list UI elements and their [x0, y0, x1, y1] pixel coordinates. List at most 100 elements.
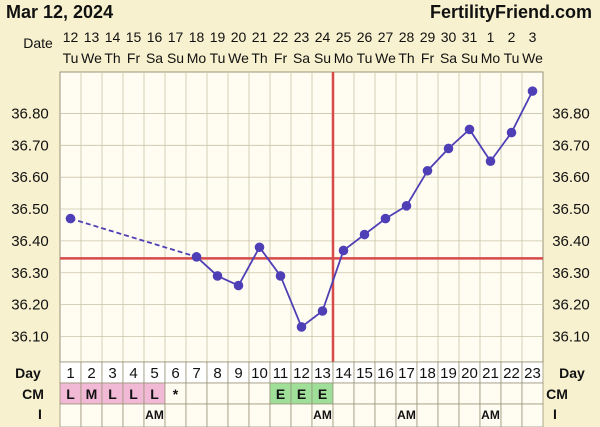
- cm-value: E: [276, 386, 285, 402]
- brand-name: FertilityFriend.com: [429, 2, 592, 22]
- i-cell: [290, 403, 313, 427]
- weekday-label: Su: [167, 50, 184, 66]
- cm-cell: [458, 382, 481, 405]
- date-label: 23: [294, 29, 310, 45]
- weekday-label: Tu: [210, 50, 226, 66]
- temp-line-segment: [468, 128, 492, 162]
- cm-cell: [374, 382, 397, 405]
- weekday-label: Fr: [127, 50, 141, 66]
- day-number: 20: [461, 365, 478, 382]
- cm-cell: [185, 382, 208, 405]
- date-label: 20: [231, 29, 247, 45]
- temp-point: [380, 213, 391, 224]
- weekday-label: Su: [461, 50, 478, 66]
- i-cell: [206, 403, 229, 427]
- temp-point: [191, 252, 202, 262]
- intercourse-value: AM: [481, 408, 500, 422]
- i-cell: [59, 403, 82, 427]
- y-tick-label-right: 36.70: [552, 137, 590, 154]
- i-cell: [101, 403, 124, 427]
- date-label: 29: [420, 29, 436, 45]
- i-cell: [500, 403, 523, 427]
- y-tick-label-right: 36.20: [552, 297, 590, 314]
- weekday-label: Fr: [274, 50, 288, 66]
- y-tick-label-left: 36.10: [11, 329, 49, 346]
- temp-point: [233, 280, 244, 291]
- y-tick-label-right: 36.40: [552, 233, 590, 250]
- i-cell: [416, 403, 439, 427]
- day-number: 1: [66, 365, 74, 382]
- intercourse-value: AM: [145, 408, 164, 422]
- y-tick-label-right: 36.50: [552, 201, 590, 218]
- cm-cell: [395, 382, 418, 405]
- y-tick-label-right: 36.60: [552, 169, 590, 186]
- day-number: 23: [524, 365, 541, 382]
- y-tick-label-left: 36.20: [11, 297, 49, 314]
- y-tick-label-right: 36.30: [552, 265, 590, 282]
- day-number: 22: [503, 365, 520, 382]
- day-number: 3: [108, 365, 116, 382]
- date-label: 14: [105, 29, 121, 45]
- temp-line-segment: [321, 250, 345, 312]
- i-cell: [437, 403, 460, 427]
- temp-point: [317, 306, 328, 316]
- weekday-label: Mo: [481, 50, 501, 66]
- day-number: 19: [440, 365, 457, 382]
- day-number: 5: [150, 365, 158, 382]
- i-row-label-right: I: [553, 406, 557, 422]
- cm-cell: [332, 382, 355, 405]
- cm-cell: [248, 382, 271, 405]
- weekday-label: Fr: [421, 50, 435, 66]
- y-tick-label-left: 36.50: [11, 201, 49, 218]
- y-tick-label-right: 36.10: [552, 329, 590, 346]
- temp-point: [212, 271, 223, 281]
- cm-cell: [437, 382, 460, 405]
- temp-point: [359, 229, 370, 240]
- weekday-label: We: [81, 50, 102, 66]
- i-cell: [185, 403, 208, 427]
- cm-value: L: [129, 386, 138, 402]
- i-cell: [332, 403, 355, 427]
- day-number: 9: [234, 365, 242, 382]
- temp-line-segment: [405, 170, 429, 207]
- temp-point: [422, 165, 433, 176]
- weekday-label: Sa: [440, 50, 457, 66]
- weekday-label: Th: [104, 50, 120, 66]
- weekday-label: Mo: [187, 50, 207, 66]
- day-number: 10: [251, 365, 268, 382]
- weekday-label: Sa: [293, 50, 310, 66]
- cm-cell: [416, 382, 439, 405]
- temp-line-segment: [510, 90, 534, 133]
- temp-line-segment: [237, 246, 261, 286]
- date-label: 3: [529, 29, 537, 45]
- temp-line-segment: [489, 132, 513, 162]
- date-label: 31: [462, 29, 478, 45]
- weekday-label: Tu: [357, 50, 373, 66]
- weekday-label: Su: [314, 50, 331, 66]
- date-label: 1: [487, 29, 495, 45]
- cm-row-label-right: CM: [546, 386, 568, 402]
- cm-value: L: [150, 386, 159, 402]
- temp-point: [338, 245, 349, 256]
- y-tick-label-left: 36.60: [11, 169, 49, 186]
- intercourse-value: AM: [313, 408, 332, 422]
- i-cell: [248, 403, 271, 427]
- cm-value: L: [66, 386, 75, 402]
- date-label: 21: [252, 29, 268, 45]
- temp-point: [527, 86, 538, 96]
- i-cell: [458, 403, 481, 427]
- date-label: 28: [399, 29, 415, 45]
- temp-line-segment: [279, 275, 303, 328]
- day-row-label-right: Day: [559, 365, 585, 381]
- day-number: 6: [171, 365, 179, 382]
- date-label: 18: [189, 29, 205, 45]
- temp-point: [464, 124, 475, 135]
- temp-point: [443, 143, 454, 154]
- temp-point: [275, 271, 286, 281]
- i-row-label-left: I: [38, 406, 42, 422]
- cm-value: E: [318, 386, 327, 402]
- cm-value: M: [86, 386, 98, 402]
- i-cell: [164, 403, 187, 427]
- cm-row-label-left: CM: [22, 386, 44, 402]
